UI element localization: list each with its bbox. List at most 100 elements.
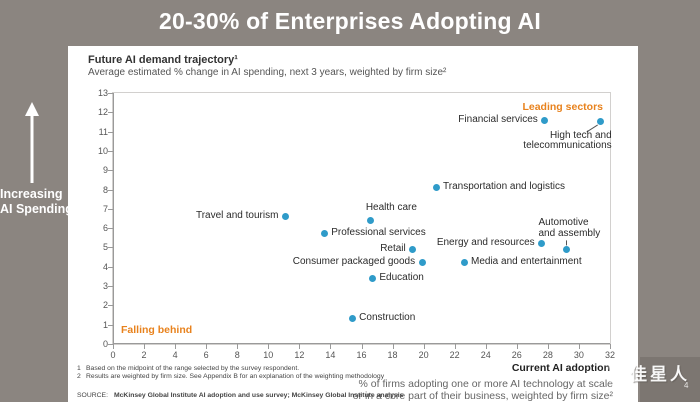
increasing-ai-spending-axis: Increasing AI Spending [0,0,73,402]
footnote-2: 2 Results are weighted by firm size. See … [77,373,385,380]
y-tick-label: 3 [102,281,108,292]
x-tick-label: 14 [325,350,336,360]
x-tick [423,344,425,349]
y-tick [108,189,113,191]
x-tick [578,344,580,349]
point-label-construction: Construction [359,312,416,324]
point-label-automotive-and-assembly: Automotive and assembly [538,217,601,239]
point-label-energy-and-resources: Energy and resources [436,237,535,249]
x-axis-subtitle-line2: or in a core part of their business, wei… [352,390,613,402]
data-point-construction [348,315,356,323]
data-point-transportation-and-logistics [432,184,440,192]
connector-lines [566,124,598,246]
data-point-health-care [367,216,375,224]
x-axis-title: Current AI adoption [511,362,610,374]
y-tick [108,228,113,230]
x-tick-label: 26 [511,350,522,360]
x-tick-label: 22 [449,350,460,360]
y-tick-label: 8 [102,184,108,195]
y-tick-label: 9 [102,165,108,176]
point-label-high-tech-and-telecommunications: High tech and telecommunications [523,129,612,152]
data-point-consumer-packaged-goods [418,259,426,267]
y-tick-label: 1 [102,319,108,330]
y-tick-label: 10 [97,145,108,156]
x-tick [268,344,270,349]
data-point-media-and-entertainment [460,259,468,267]
x-tick-label: 8 [234,350,240,360]
up-arrow-icon [25,102,39,183]
y-tick [108,208,113,210]
x-tick-label: 16 [356,350,367,360]
leading-sectors-annotation: Leading sectors [522,101,603,113]
point-label-retail: Retail [380,242,406,254]
point-label-media-and-entertainment: Media and entertainment [471,256,582,268]
x-tick-label: 0 [110,350,116,360]
y-tick [108,150,113,152]
data-point-high-tech-and-telecommunications [597,118,605,126]
point-label-travel-and-tourism: Travel and tourism [195,210,279,222]
y-tick [108,344,113,345]
y-tick [108,324,113,326]
point-label-financial-services: Financial services [458,113,538,125]
point-label-consumer-packaged-goods: Consumer packaged goods [292,256,416,268]
y-tick [108,266,113,268]
y-tick-label: 0 [102,339,108,349]
x-tick-label: 4 [172,350,178,360]
x-tick-label: 10 [263,350,274,360]
point-label-health-care: Health care [365,202,417,214]
y-tick-label: 7 [102,203,108,214]
y-tick [108,112,113,114]
x-axis-subtitle-line1: % of firms adopting one or more AI techn… [358,378,613,390]
x-axis-line [113,343,610,344]
chart-title: Future AI demand trajectory¹ [88,54,238,66]
watermark-logo-ring [606,361,630,385]
data-point-retail [409,245,417,253]
footnote-1: 1 Based on the midpoint of the range sele… [77,365,300,372]
data-point-automotive-and-assembly [563,245,570,253]
rail-label-line2: AI Spending [0,202,73,216]
y-tick [108,305,113,307]
point-label-education: Education [379,271,424,283]
falling-behind-annotation: Falling behind [121,324,193,336]
x-tick [299,344,301,349]
y-tick [108,286,113,288]
x-tick-label: 28 [542,350,553,360]
y-tick-label: 12 [97,107,108,118]
y-tick-label: 11 [98,126,108,137]
x-tick-label: 6 [203,350,209,360]
x-tick-label: 2 [141,350,147,360]
x-tick [113,344,114,349]
rail-label-line1: Increasing [0,187,63,201]
watermark-text: 佳星人 [630,365,690,384]
x-tick [454,344,456,349]
y-tick-label: 4 [102,261,108,272]
data-point-education [368,274,376,282]
y-tick-label: 5 [102,242,108,253]
x-tick-label: 32 [604,350,615,360]
point-label-professional-services: Professional services [331,227,426,239]
page-title: 20-30% of Enterprises Adopting AI [159,8,541,34]
page-number: 4 [684,381,689,390]
increasing-ai-spending-label: Increasing AI Spending [0,187,73,217]
x-tick [392,344,394,349]
x-tick [330,344,332,349]
y-axis-line [113,93,114,344]
y-tick [108,93,113,94]
y-tick-label: 2 [102,300,108,311]
x-tick [144,344,146,349]
x-tick-label: 12 [294,350,305,360]
x-tick-label: 18 [387,350,398,360]
point-label-transportation-and-logistics: Transportation and logistics [443,181,565,193]
x-tick-label: 24 [480,350,491,360]
y-tick-label: 6 [102,223,108,234]
y-tick [108,247,113,249]
data-point-travel-and-tourism [281,213,289,221]
x-tick [175,344,177,349]
x-tick [610,344,611,349]
data-point-professional-services [320,230,328,238]
x-tick [547,344,549,349]
x-tick-label: 20 [418,350,429,360]
chart-subtitle: Average estimated % change in AI spendin… [88,67,447,78]
